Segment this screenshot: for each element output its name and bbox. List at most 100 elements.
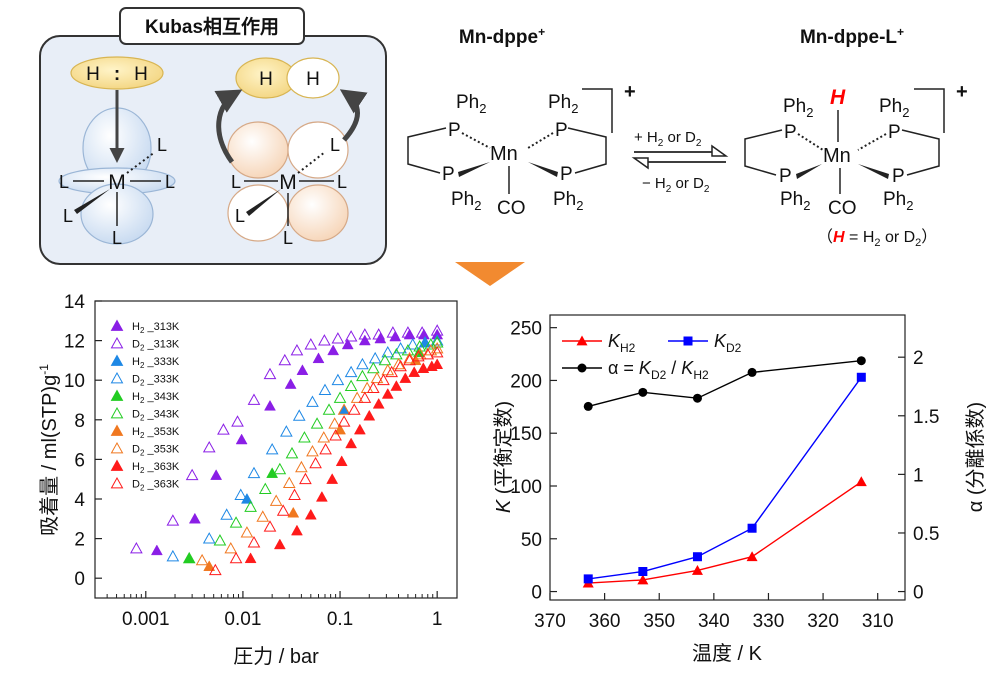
isotherm-point (406, 338, 420, 350)
isotherm-xtick-label: 0.01 (224, 609, 261, 630)
isotherm-point (234, 488, 248, 500)
isotherm-point (413, 347, 427, 360)
equilibrium-xtick-label: 310 (862, 611, 894, 632)
sigma-complex: H : H M L L L L L (58, 56, 176, 248)
isotherm-point (298, 431, 311, 443)
backdonation-arrow-right (339, 89, 368, 142)
left-ethylene-right (567, 127, 607, 174)
isotherm-legend-label: H2 _343K (132, 391, 180, 405)
isotherm-point (358, 334, 371, 346)
isotherm-point (372, 328, 386, 340)
isotherm-point (224, 541, 238, 554)
equilibrium-point (747, 367, 757, 377)
left-bracket (582, 88, 613, 133)
ligand-bottom: L (112, 228, 122, 248)
left-ph2-bottom-right: Ph2 (553, 189, 583, 213)
isotherm-point (273, 538, 286, 550)
backdonation-arrow-left (214, 89, 243, 164)
equilibrium-legend-label: KD2 (714, 331, 742, 355)
isotherm-point (290, 343, 304, 356)
left-complex-title: Mn-dppe+ (459, 25, 545, 48)
isotherm-legend-label: H2 _333K (132, 356, 180, 370)
reverse-head (631, 157, 649, 170)
isotherm-point (417, 362, 430, 373)
right-ethylene-left (744, 129, 783, 176)
kubas-title-box (119, 7, 305, 45)
isotherm-legend-marker (110, 336, 124, 349)
equilibrium-point (583, 401, 593, 411)
isotherm-point (335, 455, 348, 467)
bond-wedge (74, 189, 110, 214)
isotherm-point (386, 326, 400, 338)
equilibrium-y2tick-label: 1.5 (913, 407, 939, 428)
isotherm-ytick-label: 12 (64, 332, 85, 353)
isotherm-plot-frame (94, 300, 458, 599)
isotherm-point (296, 364, 309, 375)
d-lobe-tl (227, 121, 289, 179)
right-bracket (914, 88, 945, 133)
right-complex-title: Mn-dppe-L+ (800, 25, 904, 48)
isotherm-point (415, 326, 429, 338)
isotherm-point (389, 330, 402, 342)
isotherm-point (394, 341, 407, 354)
isotherm-legend-marker (110, 319, 124, 331)
h-pair-right-label: H (306, 69, 320, 90)
equilibrium-point (855, 476, 867, 487)
equilibrium-xtick-label: 340 (698, 611, 730, 632)
isotherm-point (366, 381, 380, 394)
isotherm-point (291, 524, 303, 536)
isotherm-point (288, 488, 301, 500)
isotherm-ytick-label: 8 (74, 411, 85, 432)
isotherm-point (403, 353, 416, 366)
isotherm-point (273, 462, 287, 475)
equilibrium-point (856, 372, 866, 382)
isotherm-point (327, 344, 340, 356)
isotherm-point (188, 512, 201, 524)
isotherm-point (229, 516, 243, 528)
bond2-hash (297, 151, 326, 174)
equilibrium-ytick-label: 0 (531, 583, 542, 604)
isotherm-point (235, 433, 248, 445)
isotherm-point (210, 469, 223, 480)
equilibrium-point (638, 567, 648, 576)
isotherm-point (390, 380, 403, 391)
isotherm-point (299, 472, 312, 485)
isotherm-point (269, 494, 283, 506)
isotherm-point (266, 467, 279, 478)
isotherm-point (372, 397, 385, 409)
isotherm-point (182, 551, 196, 564)
h-pair-right (286, 57, 340, 99)
d-lobe-br (287, 184, 349, 242)
left-bond-hash-tl (461, 132, 491, 149)
ligand2-left: L (231, 172, 241, 192)
isotherm-point (331, 373, 345, 386)
isotherm-legend-marker (110, 354, 124, 366)
isotherm-point (338, 403, 350, 415)
right-p-top-left: P (784, 122, 797, 143)
isotherm-point (244, 552, 257, 564)
isotherm-point (333, 391, 347, 403)
isotherm-point (309, 456, 322, 469)
left-bond-wedge-bl (458, 162, 490, 177)
isotherm-point (150, 544, 163, 556)
isotherm-point (292, 409, 306, 421)
isotherm-point (331, 332, 345, 344)
backdonation-complex: H H M L L L L L (214, 57, 368, 248)
forward-label: + H2 or D2 (634, 129, 702, 149)
ligand-lower-left: L (63, 206, 73, 226)
bond2-wedge (246, 189, 281, 216)
right-ph2-top-right: Ph2 (879, 96, 909, 120)
metal-label: M (108, 171, 126, 194)
isotherm-point (370, 371, 384, 384)
isotherm-legend-marker (110, 389, 124, 401)
equilibrium-ytick-label: 200 (510, 371, 542, 392)
left-p-bottom-left: P (442, 164, 455, 185)
equilibrium-xtick-label: 350 (643, 611, 675, 632)
equilibrium-plot-frame (549, 314, 906, 601)
d-lobe-tr (287, 121, 349, 179)
isotherm-point (334, 423, 346, 435)
isotherm-point (208, 563, 222, 576)
reverse-label: − H2 or D2 (642, 175, 710, 195)
isotherm-point (247, 393, 261, 405)
